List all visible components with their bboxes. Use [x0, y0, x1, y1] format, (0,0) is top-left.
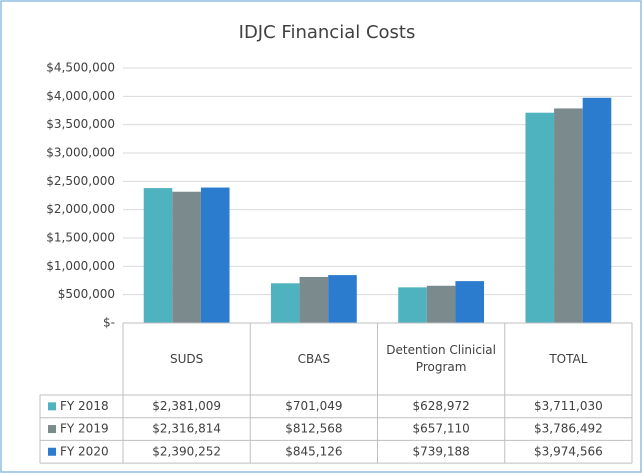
table-value: $657,110 — [412, 422, 469, 436]
bar — [582, 97, 612, 323]
y-tick-label: $1,500,000 — [46, 231, 115, 245]
y-tick-label: $3,000,000 — [46, 146, 115, 160]
table-value: $2,381,009 — [152, 399, 221, 413]
y-tick-label: $4,500,000 — [46, 61, 115, 75]
x-tick-label: TOTAL — [549, 351, 588, 366]
bar — [328, 275, 357, 323]
x-tick-label: SUDS — [169, 351, 204, 366]
category-cell: TOTAL — [549, 351, 588, 366]
y-tick-label: $2,500,000 — [46, 174, 115, 188]
legend-label: FY 2020 — [60, 444, 109, 458]
y-tick-label: $3,500,000 — [46, 117, 115, 131]
bar — [525, 112, 555, 323]
bar — [143, 188, 173, 323]
bar — [426, 285, 456, 323]
table-value: $812,568 — [285, 422, 342, 436]
category-cell: SUDS — [169, 351, 204, 366]
table-value: $3,786,492 — [534, 422, 603, 436]
bar — [270, 283, 300, 323]
y-tick-label: $- — [103, 316, 115, 330]
table-value: $2,390,252 — [152, 444, 221, 458]
chart-title: IDJC Financial Costs — [239, 22, 416, 43]
table-value: $2,316,814 — [152, 422, 221, 436]
x-tick-label: Detention Clinicial Program — [386, 343, 496, 374]
legend-label: FY 2019 — [60, 422, 109, 436]
table-value: $3,711,030 — [534, 399, 603, 413]
table-value: $3,974,566 — [534, 444, 603, 458]
bar — [200, 187, 230, 323]
bar — [172, 191, 201, 323]
category-cell: Detention Clinicial Program — [386, 343, 496, 374]
y-tick-label: $2,000,000 — [46, 202, 115, 216]
bar — [554, 108, 583, 323]
table-value: $845,126 — [285, 444, 342, 458]
legend-swatch — [48, 402, 56, 411]
category-cell: CBAS — [297, 351, 331, 366]
bar — [398, 287, 427, 323]
y-tick-label: $1,000,000 — [46, 259, 115, 273]
bar — [455, 281, 485, 323]
legend-label: FY 2018 — [60, 399, 109, 413]
legend-swatch — [48, 447, 56, 456]
x-tick-label: CBAS — [297, 351, 331, 366]
legend-swatch — [48, 425, 56, 434]
table-value: $739,188 — [412, 444, 469, 458]
y-tick-label: $500,000 — [58, 287, 115, 301]
table-value: $701,049 — [285, 399, 342, 413]
table-value: $628,972 — [412, 399, 469, 413]
y-tick-label: $4,000,000 — [46, 89, 115, 103]
bar — [299, 276, 329, 323]
